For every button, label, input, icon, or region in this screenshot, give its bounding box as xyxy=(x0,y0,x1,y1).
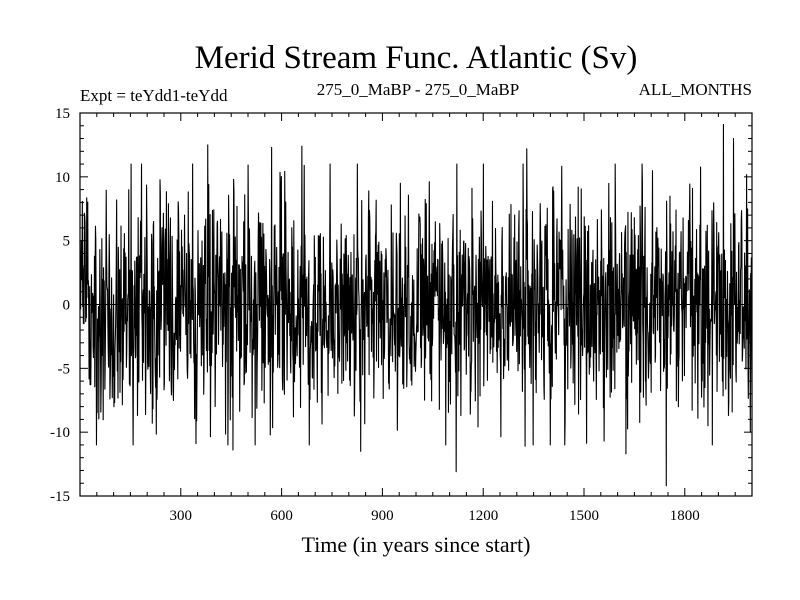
ticklabel-layer: 300 600 900 1200 1500 1800 -15 -10 -5 0 5 10 15 xyxy=(50,106,700,524)
x-tick-label: 600 xyxy=(270,508,293,524)
chart-title: Merid Stream Func. Atlantic (Sv) xyxy=(195,40,638,76)
axes-layer xyxy=(79,112,753,497)
y-tick-label: -5 xyxy=(58,361,71,377)
y-tick-label: 0 xyxy=(63,298,71,314)
y-tick-label: -15 xyxy=(50,489,70,505)
x-axis-label: Time (in years since start) xyxy=(302,532,531,557)
x-tick-label: 1500 xyxy=(569,508,599,524)
chart-subtitle-right: ALL_MONTHS xyxy=(639,80,752,99)
y-tick-label: 5 xyxy=(63,234,71,250)
chart-subtitle-center: 275_0_MaBP - 275_0_MaBP xyxy=(317,80,519,99)
x-tick-label: 300 xyxy=(170,508,193,524)
y-tick-label: 10 xyxy=(55,170,70,186)
x-tick-label: 1800 xyxy=(670,508,700,524)
chart-subtitle-left: Expt = teYdd1-teYdd xyxy=(80,86,228,105)
x-tick-label: 1200 xyxy=(468,508,498,524)
y-tick-label: -10 xyxy=(50,425,70,441)
series-layer xyxy=(79,123,753,487)
x-tick-label: 900 xyxy=(371,508,394,524)
y-tick-label: 15 xyxy=(55,106,70,122)
series-line-0 xyxy=(79,123,753,487)
